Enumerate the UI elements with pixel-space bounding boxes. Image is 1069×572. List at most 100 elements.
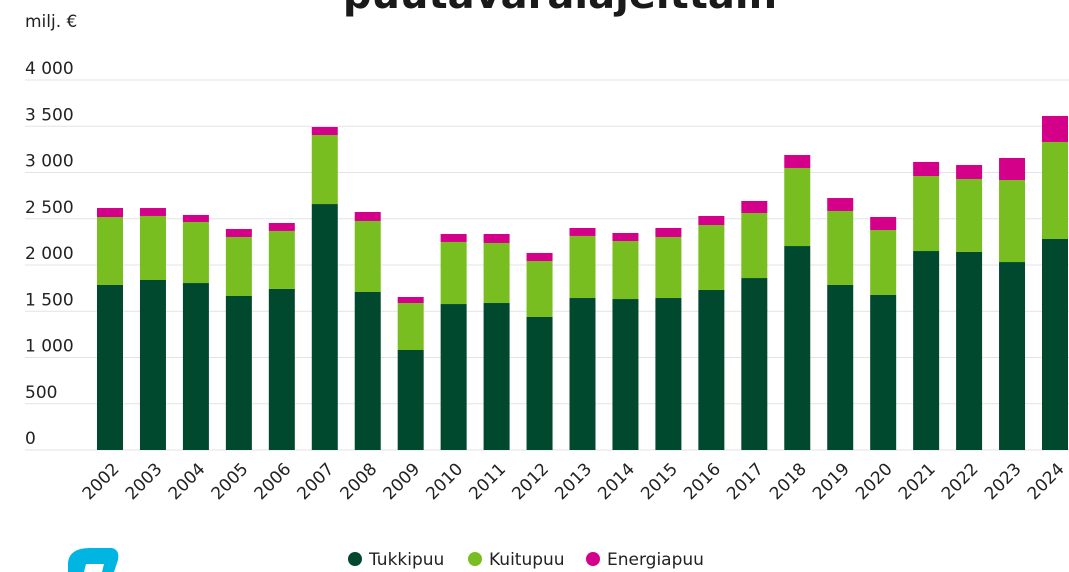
bar-segment xyxy=(784,167,811,247)
bar-segment xyxy=(526,261,553,317)
x-tick-label: 2018 xyxy=(766,459,811,504)
x-tick-label: 2003 xyxy=(122,459,167,504)
bar-segment xyxy=(268,223,295,231)
x-tick-label: 2006 xyxy=(251,459,296,504)
y-tick-label: 1 500 xyxy=(25,290,74,310)
bar-segment xyxy=(612,299,639,450)
legend-label: Energiapuu xyxy=(607,550,704,570)
bar-segment xyxy=(182,221,209,284)
bar-segment xyxy=(612,241,639,300)
y-tick-label: 3 500 xyxy=(25,105,74,125)
bar-segment xyxy=(354,292,381,450)
bar-segment xyxy=(956,165,983,179)
bar-segment xyxy=(440,304,467,450)
bar-segment xyxy=(827,210,854,285)
bar-segment xyxy=(870,216,897,231)
bar-segment xyxy=(569,235,596,299)
legend-marker xyxy=(586,552,600,566)
bar-segment xyxy=(483,234,510,243)
bar-segment xyxy=(182,214,209,222)
bar-segment xyxy=(612,232,639,242)
y-tick-label: 4 000 xyxy=(25,59,74,79)
bar-segment xyxy=(913,161,940,177)
bar-segment xyxy=(225,295,252,450)
bar-segment xyxy=(526,252,553,262)
y-tick-label: 3 000 xyxy=(25,152,74,172)
bar-segment xyxy=(397,350,424,450)
bar-segment xyxy=(182,283,209,450)
chart-title: puutavaralajeittain xyxy=(343,0,777,18)
x-tick-label: 2013 xyxy=(551,459,596,504)
bar-segment xyxy=(741,200,768,214)
x-tick-label: 2016 xyxy=(680,459,725,504)
bar-segment xyxy=(354,211,381,221)
x-tick-label: 2021 xyxy=(895,459,940,504)
bar-segment xyxy=(311,204,338,450)
bar-segment xyxy=(268,230,295,289)
y-tick-label: 2 000 xyxy=(25,244,74,264)
bar-segment xyxy=(698,225,725,290)
x-tick-label: 2020 xyxy=(852,459,897,504)
y-tick-label: 2 500 xyxy=(25,198,74,218)
bar-segment xyxy=(741,278,768,450)
logo-cut xyxy=(84,564,104,572)
x-tick-label: 2011 xyxy=(465,459,510,504)
y-axis-label: milj. € xyxy=(25,12,77,32)
bar-segment xyxy=(397,297,424,304)
x-tick-label: 2017 xyxy=(723,459,768,504)
bar-segment xyxy=(698,215,725,226)
legend-label: Kuitupuu xyxy=(489,550,565,570)
bar-segment xyxy=(139,279,166,450)
bar-segment xyxy=(655,228,682,237)
bar-segment xyxy=(225,229,252,237)
bar-segment xyxy=(870,294,897,450)
bar-segment xyxy=(97,208,123,217)
bar-segment xyxy=(698,289,725,450)
bar-segment xyxy=(483,242,510,304)
bar-segment xyxy=(569,298,596,450)
bar-segment xyxy=(827,284,854,450)
bar-segment xyxy=(1042,141,1068,240)
x-tick-label: 2014 xyxy=(594,459,639,504)
bar-segment xyxy=(526,316,553,450)
bar-segment xyxy=(397,303,424,351)
bar-segment xyxy=(483,303,510,450)
x-tick-label: 2009 xyxy=(379,459,424,504)
bar-segment xyxy=(1042,115,1068,142)
x-tick-label: 2008 xyxy=(337,459,382,504)
x-tick-label: 2012 xyxy=(508,459,553,504)
bar-segment xyxy=(870,230,897,295)
bar-segment xyxy=(225,236,252,296)
bar-segment xyxy=(655,236,682,299)
x-tick-label: 2002 xyxy=(79,459,124,504)
bar-segment xyxy=(784,246,811,450)
bar-segment xyxy=(784,155,811,168)
bar-segment xyxy=(999,157,1026,180)
bar-segment xyxy=(311,135,338,205)
x-tick-label: 2024 xyxy=(1024,459,1069,504)
bar-segment xyxy=(139,208,166,216)
bar-segment xyxy=(440,234,467,242)
legend-marker xyxy=(468,552,482,566)
bar-segment xyxy=(999,262,1026,450)
bar-segment xyxy=(354,220,381,293)
bar-segment xyxy=(440,241,467,305)
bar-segment xyxy=(956,251,983,450)
x-tick-label: 2023 xyxy=(981,459,1026,504)
legend-marker xyxy=(348,552,362,566)
bar-segment xyxy=(97,284,123,450)
bar-segment xyxy=(913,251,940,450)
x-tick-label: 2010 xyxy=(422,459,467,504)
x-tick-label: 2007 xyxy=(294,459,339,504)
bar-segment xyxy=(827,198,854,211)
x-tick-label: 2005 xyxy=(208,459,253,504)
bar-segment xyxy=(999,179,1026,263)
bar-segment xyxy=(139,215,166,280)
bar-segment xyxy=(97,216,123,285)
bar-segment xyxy=(913,176,940,252)
bar-segment xyxy=(655,298,682,450)
y-tick-label: 500 xyxy=(25,383,57,403)
legend-label: Tukkipuu xyxy=(368,550,444,570)
x-tick-label: 2022 xyxy=(938,459,983,504)
